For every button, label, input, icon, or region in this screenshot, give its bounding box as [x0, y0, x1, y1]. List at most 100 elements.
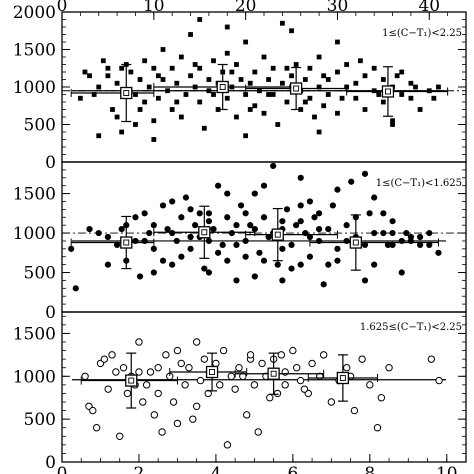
data-point [159, 202, 167, 209]
data-point [358, 58, 363, 64]
data-point [128, 69, 134, 75]
data-point [118, 226, 125, 233]
x-top-tick-label: 10 [143, 0, 165, 16]
summary-marker-inner [123, 90, 130, 96]
data-point [178, 253, 185, 260]
data-point [224, 95, 230, 101]
panel-frame [61, 311, 467, 463]
data-point [77, 95, 83, 101]
data-point [211, 58, 216, 64]
summary-marker-inner [123, 239, 130, 246]
data-point [408, 95, 414, 101]
data-point [353, 80, 359, 86]
data-point [339, 95, 345, 101]
data-point [87, 73, 92, 79]
summary-marker-inner [352, 239, 359, 246]
y-tick-label: 2000 [13, 3, 56, 23]
data-point [380, 229, 387, 237]
data-point [371, 88, 377, 94]
data-point [436, 84, 441, 90]
x-bottom-tick-label: 8 [364, 464, 375, 474]
data-point [206, 88, 212, 94]
summary-marker-inner [270, 370, 277, 377]
data-point [361, 277, 369, 284]
summary-marker-inner [128, 377, 135, 384]
data-point [242, 210, 249, 217]
data-point [212, 359, 220, 368]
x-bottom-tick-label: 6 [287, 464, 298, 474]
y-tick-label: 500 [24, 410, 56, 430]
x-top-tick-label: 30 [327, 0, 349, 16]
data-point [373, 424, 382, 432]
data-point [266, 77, 271, 82]
data-point [247, 222, 254, 229]
data-point [289, 346, 297, 355]
data-point [247, 107, 253, 112]
data-point [224, 190, 231, 197]
data-point [187, 233, 194, 241]
data-point [169, 261, 176, 268]
data-point [135, 368, 143, 376]
data-point [325, 92, 331, 97]
data-point [237, 202, 245, 209]
data-point [224, 50, 230, 56]
data-point [242, 411, 251, 419]
data-point [174, 80, 180, 86]
data-point [173, 237, 180, 245]
data-point [399, 92, 405, 97]
data-point [384, 241, 392, 248]
summary-marker-inner [339, 375, 346, 381]
data-point [260, 182, 268, 189]
data-point [165, 88, 170, 94]
data-point [178, 214, 185, 221]
data-point [254, 428, 262, 436]
summary-marker [267, 367, 280, 380]
data-point [110, 107, 115, 112]
data-point [361, 170, 369, 177]
data-point [142, 58, 148, 64]
data-point [227, 372, 235, 380]
data-point [96, 84, 102, 90]
data-point [394, 73, 400, 79]
data-point [188, 32, 193, 37]
data-point [274, 261, 281, 268]
summary-marker [289, 82, 303, 95]
data-point [380, 77, 386, 82]
data-point [204, 389, 212, 398]
data-point [68, 245, 75, 252]
data-point [205, 218, 213, 225]
data-point [196, 210, 203, 217]
data-point [104, 233, 112, 241]
data-point [279, 80, 285, 86]
data-point [261, 54, 267, 60]
data-point [239, 372, 247, 380]
data-point [361, 241, 369, 248]
data-point [362, 107, 368, 112]
data-point [417, 107, 423, 112]
data-point [300, 385, 309, 393]
data-point [112, 368, 120, 376]
y-tick-label: 1000 [13, 224, 56, 244]
data-point [427, 355, 436, 363]
data-point [380, 99, 386, 105]
data-point [242, 237, 249, 245]
data-point [113, 241, 121, 248]
data-point [297, 202, 304, 209]
data-point [353, 95, 359, 101]
data-point [183, 92, 189, 97]
data-point [224, 257, 231, 264]
summary-marker-inner [385, 88, 391, 95]
data-point [234, 62, 239, 67]
data-point [150, 222, 157, 229]
data-point [82, 69, 88, 75]
data-point [252, 103, 258, 109]
data-point [158, 428, 166, 436]
data-point [224, 214, 231, 221]
data-point [315, 226, 323, 233]
data-point [335, 69, 340, 75]
x-bottom-tick-label: 4 [210, 464, 221, 474]
data-point [297, 218, 304, 225]
data-point [435, 376, 443, 385]
data-point [119, 65, 125, 71]
data-point [270, 65, 276, 71]
